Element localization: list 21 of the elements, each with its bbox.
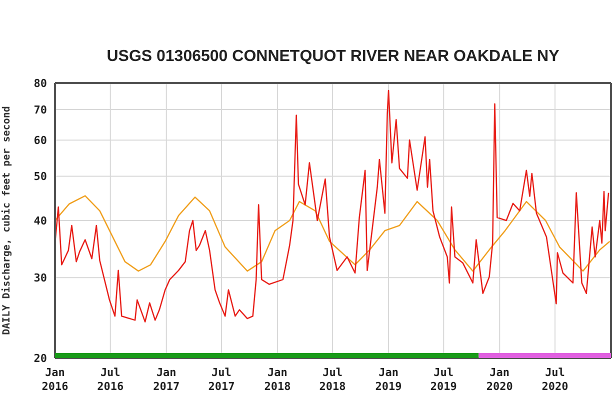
x-tick-label: Jul 2017 [208, 366, 235, 393]
x-tick-label: Jan 2016 [42, 366, 69, 393]
x-tick-label: Jan 2019 [375, 366, 402, 393]
line-series [55, 90, 610, 322]
x-tick-label: Jul 2018 [319, 366, 346, 393]
y-tick-label: 30 [34, 271, 47, 284]
y-axis-title: DAILY Discharge, cubic feet per second [0, 106, 13, 335]
x-tick-label: Jul 2016 [97, 366, 124, 393]
x-tick-label: Jan 2020 [486, 366, 513, 393]
line-series [55, 195, 610, 272]
y-tick-label: 60 [34, 134, 47, 147]
chart-title: USGS 01306500 CONNETQUOT RIVER NEAR OAKDALE NY [106, 48, 560, 66]
x-tick-label: Jul 2019 [430, 366, 457, 393]
y-tick-label: 70 [34, 103, 47, 116]
y-tick-label: 50 [34, 170, 47, 184]
y-tick-label: 40 [34, 214, 47, 228]
y-tick-label: 80 [34, 76, 47, 90]
x-tick-label: Jan 2017 [153, 366, 180, 393]
y-tick-label: 20 [34, 352, 47, 365]
x-tick-label: Jul 2020 [542, 366, 568, 393]
x-tick-label: Jan 2018 [264, 366, 291, 393]
